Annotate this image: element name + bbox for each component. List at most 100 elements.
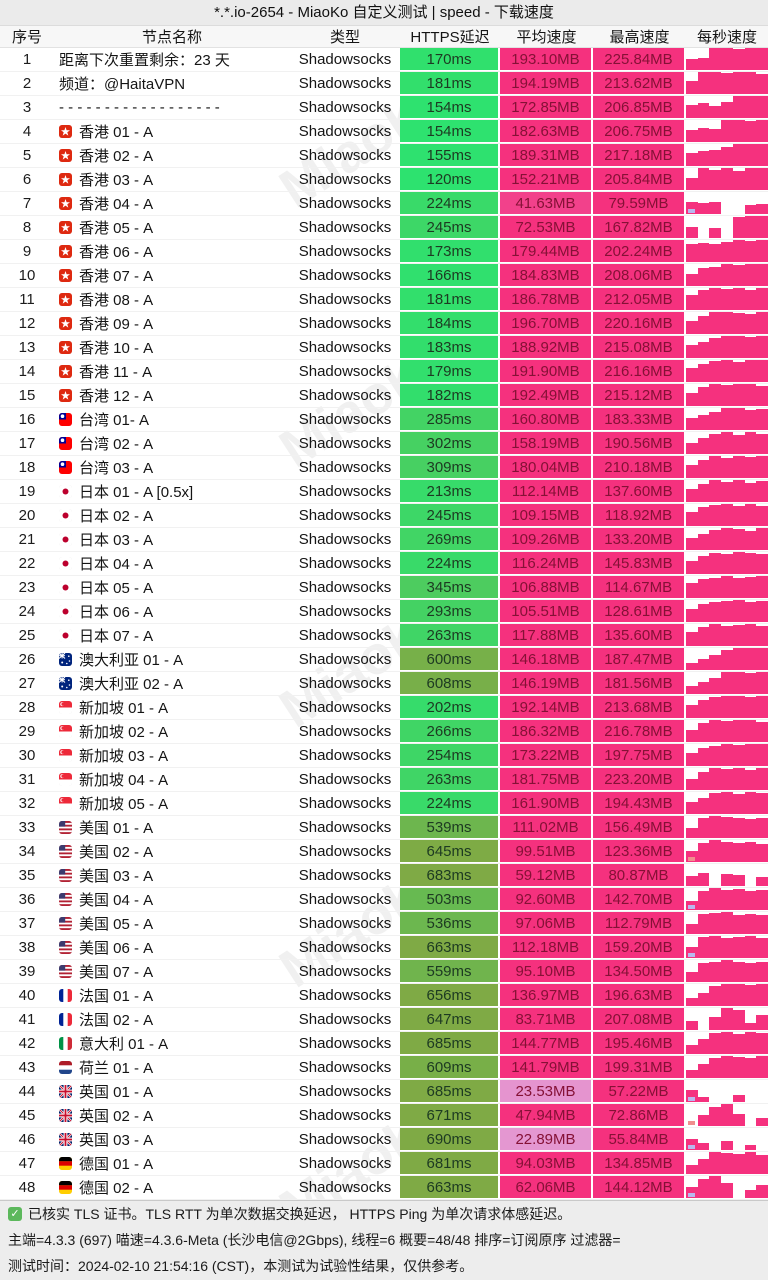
column-header-avg-speed: 平均速度 (516, 29, 577, 46)
flag-de-icon (59, 1157, 72, 1170)
max-speed-cell: 55.84MB (593, 1128, 686, 1151)
node-name-cell: 台湾 02 - A (54, 432, 290, 455)
sparkline-bar (744, 337, 757, 358)
footer-time-line: 测试时间：2024-02-10 21:54:16 (CST)，本测试为试验性结果… (8, 1258, 474, 1274)
table-row: 43 荷兰 01 - A Shadowsocks 609ms 141.79MB 199.3… (0, 1056, 768, 1080)
node-name: 香港 09 - A (79, 316, 154, 333)
sparkline-bar (709, 48, 722, 70)
sparkline-bar (721, 1056, 733, 1078)
max-speed-cell: 199.31MB (593, 1056, 686, 1079)
max-speed-cell: 80.87MB (593, 864, 686, 887)
max-speed-cell: 156.49MB (593, 816, 686, 839)
flag-hk-icon (59, 125, 72, 138)
node-name-cell: 日本 02 - A (54, 504, 290, 527)
speed-sparkline (685, 144, 768, 167)
sparkline-bar (756, 312, 768, 334)
node-name-cell: 新加坡 02 - A (54, 720, 290, 743)
speed-sparkline (685, 648, 768, 671)
sparkline-bar (756, 1056, 768, 1078)
table-row: 3 - - - - - - - - - - - - - - - - - - Shad… (0, 96, 768, 120)
sparkline-bar (744, 914, 757, 934)
row-number: 40 (18, 987, 36, 1004)
sparkline-bar (732, 672, 745, 694)
node-name: 德国 02 - A (79, 1180, 154, 1197)
flag-tw-icon (59, 461, 72, 474)
sparkline-bar (697, 57, 710, 70)
max-speed-cell: 194.43MB (593, 792, 686, 815)
flag-us-icon (59, 965, 72, 978)
avg-speed-cell: 106.88MB (500, 576, 593, 599)
avg-speed-cell: 94.03MB (500, 1152, 593, 1175)
sparkline-bar (756, 744, 768, 766)
sparkline-bar (709, 361, 722, 382)
sparkline-bar (732, 552, 745, 574)
flag-hk-icon (59, 269, 72, 282)
latency-cell: 154ms (400, 96, 500, 119)
node-name-cell: 日本 06 - A (54, 600, 290, 623)
flag-hk-icon (59, 365, 72, 378)
node-type: Shadowsocks (298, 843, 392, 860)
sparkline-bar (697, 1096, 710, 1102)
speed-sparkline (685, 456, 768, 479)
sparkline-bar (685, 367, 698, 382)
sparkline-bar (732, 794, 745, 814)
node-name-cell: 台湾 01- A (54, 408, 290, 431)
latency-cell: 154ms (400, 120, 500, 143)
latency-cell: 536ms (400, 912, 500, 935)
max-speed-cell: 135.60MB (593, 624, 686, 647)
flag-sg-icon (59, 701, 72, 714)
sparkline-bar (721, 264, 733, 286)
table-row: 23 日本 05 - A Shadowsocks 345ms 106.88MB 114.6… (0, 576, 768, 600)
sparkline-bar (709, 913, 722, 934)
latency-cell: 155ms (400, 144, 500, 167)
sparkline-bar (744, 72, 757, 94)
sparkline-bar (709, 986, 722, 1006)
node-type: Shadowsocks (298, 1179, 392, 1196)
avg-speed-cell: 105.51MB (500, 600, 593, 623)
flag-sg-icon (59, 725, 72, 738)
flag-jp-icon (59, 629, 72, 642)
max-speed-cell: 142.70MB (593, 888, 686, 911)
sparkline-bar (685, 1045, 698, 1054)
row-number: 42 (18, 1035, 36, 1052)
node-name: 美国 04 - A (79, 892, 154, 909)
sparkline-bar (732, 384, 745, 406)
node-name: 香港 02 - A (79, 148, 154, 165)
node-name: 日本 06 - A (79, 604, 154, 621)
avg-speed-cell: 47.94MB (500, 1104, 593, 1127)
sparkline-bar (744, 216, 757, 238)
sparkline-bar (697, 772, 710, 790)
table-row: 16 台湾 01- A Shadowsocks 285ms 160.80MB 183.33… (0, 408, 768, 432)
sparkline-bar (732, 336, 745, 358)
node-type: Shadowsocks (298, 339, 392, 356)
latency-cell: 600ms (400, 648, 500, 671)
flag-us-icon (59, 917, 72, 930)
node-name: 香港 08 - A (79, 292, 154, 309)
node-type: Shadowsocks (298, 699, 392, 716)
footer-verified-line: ✓ 已核实 TLS 证书。TLS RTT 为单次数据交换延迟， HTTPS Pi… (8, 1201, 760, 1227)
max-speed-cell: 144.12MB (593, 1176, 686, 1199)
flag-hk-icon (59, 389, 72, 402)
sparkline-bar (744, 48, 757, 70)
node-type: Shadowsocks (298, 915, 392, 932)
latency-cell: 663ms (400, 1176, 500, 1199)
sparkline-bar (697, 341, 710, 358)
row-number: 15 (18, 387, 36, 404)
row-number: 13 (18, 339, 36, 356)
sparkline-bar (732, 720, 745, 742)
sparkline-bar (709, 1107, 722, 1126)
table-row: 45 英国 02 - A Shadowsocks 671ms 47.94MB 72.86M… (0, 1104, 768, 1128)
sparkline-bar (732, 171, 745, 190)
latency-cell: 266ms (400, 720, 500, 743)
sparkline-bar (697, 627, 710, 646)
sparkline-bar (732, 480, 745, 502)
node-name: 英国 02 - A (79, 1108, 154, 1125)
sparkline-bar (697, 556, 710, 574)
sparkline-bar (744, 963, 757, 982)
node-name-cell: 澳大利亚 02 - A (54, 672, 290, 695)
sparkline-bar (756, 434, 768, 454)
sparkline-bar (709, 288, 722, 310)
sparkline-bar (697, 72, 710, 94)
sparkline-bar (732, 1057, 745, 1078)
avg-speed-cell: 92.60MB (500, 888, 593, 911)
